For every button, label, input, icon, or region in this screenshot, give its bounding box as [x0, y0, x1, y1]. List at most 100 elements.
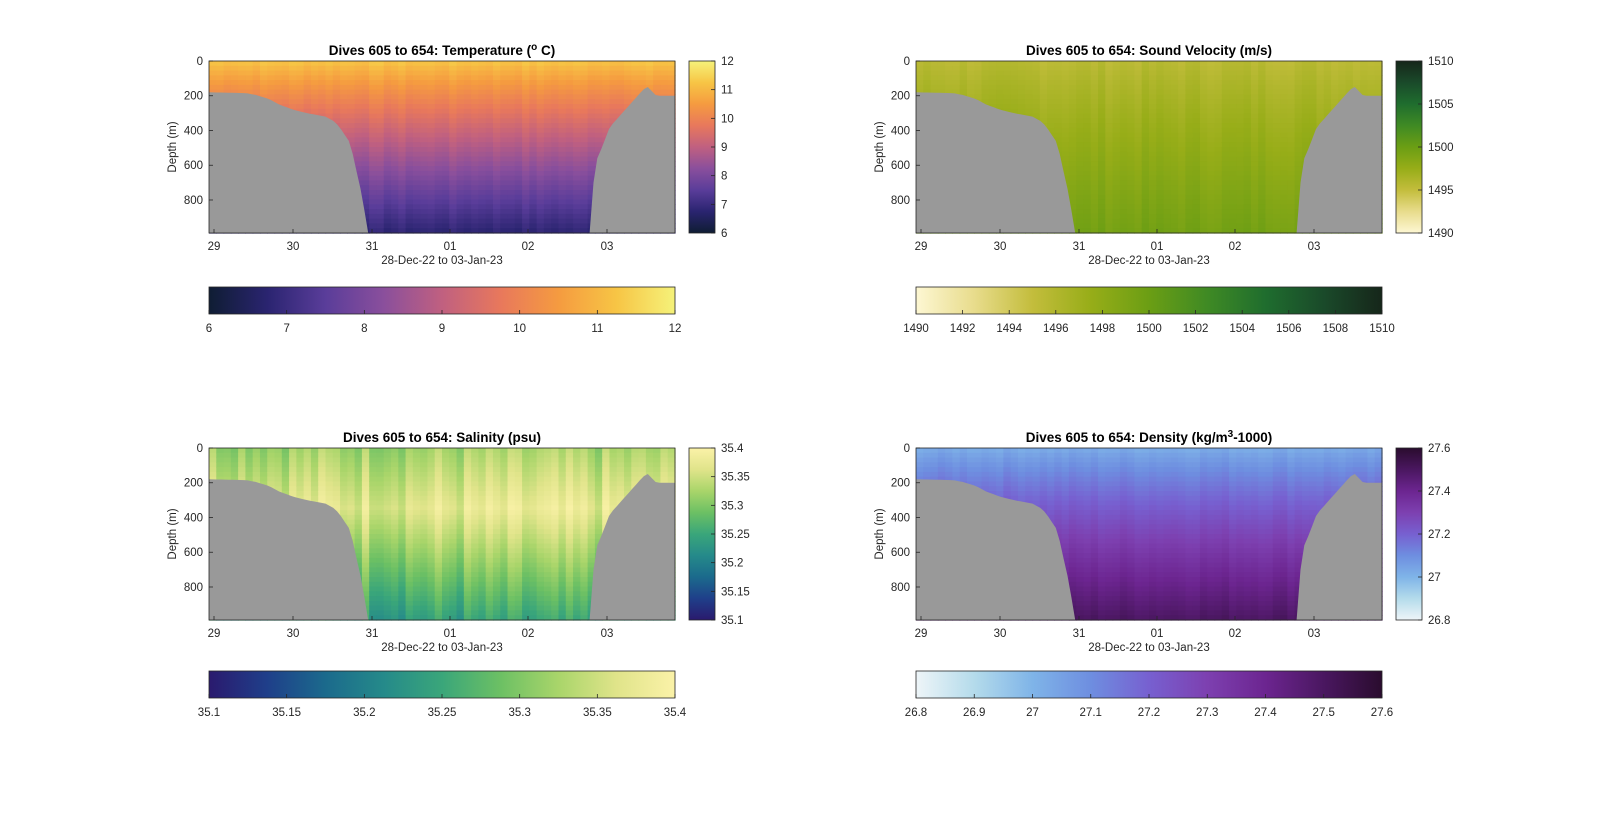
- heatmap-cell: [1105, 180, 1114, 186]
- heatmap-cell: [1192, 142, 1201, 148]
- heatmap-cell: [1280, 127, 1288, 134]
- heatmap-cell: [565, 75, 574, 81]
- heatmap-cell: [420, 156, 429, 162]
- heatmap-cell: [1214, 218, 1223, 225]
- heatmap-cell: [558, 99, 567, 105]
- heatmap-cell: [587, 75, 596, 81]
- heatmap-cell: [492, 94, 501, 100]
- heatmap-cell: [529, 137, 538, 143]
- heatmap-cell: [1185, 223, 1194, 229]
- heatmap-cell: [1170, 123, 1179, 129]
- heatmap-cell: [1105, 147, 1114, 153]
- heatmap-cell: [216, 462, 225, 468]
- heatmap-cell: [1149, 166, 1157, 172]
- heatmap-cell: [1214, 104, 1223, 110]
- heatmap-cell: [412, 65, 421, 72]
- heatmap-cell: [1076, 151, 1085, 158]
- heatmap-cell: [1207, 104, 1216, 110]
- heatmap-cell: [1360, 70, 1369, 76]
- heatmap-cell: [427, 204, 436, 210]
- heatmap-cell: [485, 65, 494, 72]
- heatmap-cell: [1076, 89, 1085, 96]
- heatmap-cell: [376, 156, 385, 162]
- heatmap-cell: [529, 161, 538, 167]
- heatmap-cell: [1134, 199, 1143, 205]
- heatmap-cell: [543, 228, 552, 234]
- heatmap-cell: [1294, 99, 1303, 105]
- heatmap-cell: [398, 166, 407, 172]
- heatmap-cell: [1250, 75, 1259, 81]
- heatmap-cell: [456, 108, 465, 115]
- heatmap-cell: [1265, 170, 1274, 177]
- heatmap-cell: [594, 70, 603, 76]
- heatmap-cell: [398, 147, 407, 153]
- heatmap-cell: [478, 180, 487, 186]
- heatmap-cell: [471, 170, 480, 177]
- heatmap-cell: [376, 132, 385, 139]
- heatmap-cell: [1199, 65, 1208, 72]
- heatmap-cell: [1112, 108, 1121, 115]
- heatmap-cell: [1199, 180, 1208, 186]
- heatmap-cell: [398, 204, 407, 210]
- heatmap-cell: [1294, 194, 1303, 201]
- heatmap-cell: [1163, 180, 1172, 186]
- heatmap-cell: [1214, 194, 1223, 201]
- heatmap-cell: [1141, 127, 1150, 134]
- heatmap-cell: [543, 223, 552, 229]
- heatmap-cell: [1294, 80, 1303, 86]
- heatmap-cell: [427, 94, 436, 100]
- heatmap-cell: [996, 94, 1004, 100]
- heatmap-cell: [580, 209, 589, 215]
- heatmap-cell: [1280, 147, 1288, 153]
- heatmap-cell: [1360, 84, 1369, 91]
- heatmap-cell: [1229, 137, 1237, 143]
- heatmap-cell: [1265, 190, 1274, 196]
- heatmap-cell: [463, 61, 472, 67]
- heatmap-cell: [391, 108, 399, 115]
- heatmap-cell: [376, 70, 385, 76]
- heatmap-cell: [945, 75, 954, 81]
- x-tick-label: 01: [1151, 241, 1164, 253]
- heatmap-cell: [1068, 113, 1077, 119]
- heatmap-cell: [667, 84, 676, 91]
- heatmap-cell: [1068, 84, 1077, 91]
- heatmap-cell: [1221, 132, 1230, 139]
- heatmap-cell: [1229, 75, 1237, 81]
- heatmap-cell: [1141, 228, 1150, 234]
- heatmap-cell: [1309, 99, 1318, 105]
- heatmap-cell: [420, 209, 429, 215]
- heatmap-cell: [587, 175, 596, 182]
- heatmap-cell: [587, 142, 596, 148]
- heatmap-cell: [478, 147, 487, 153]
- heatmap-cell: [565, 84, 574, 91]
- heatmap-cell: [1258, 151, 1267, 158]
- heatmap-cell: [1294, 142, 1303, 148]
- heatmap-cell: [238, 452, 247, 459]
- heatmap-cell: [398, 151, 407, 158]
- heatmap-cell: [1287, 65, 1296, 72]
- heatmap-cell: [1068, 161, 1077, 167]
- heatmap-cell: [369, 204, 378, 210]
- heatmap-cell: [1207, 94, 1216, 100]
- heatmap-cell: [1163, 161, 1172, 167]
- heatmap-cell: [471, 223, 480, 229]
- heatmap-cell: [952, 70, 961, 76]
- heatmap-cell: [471, 75, 480, 81]
- heatmap-cell: [1149, 209, 1157, 215]
- heatmap-cell: [952, 75, 961, 81]
- heatmap-cell: [369, 166, 378, 172]
- heatmap-cell: [405, 99, 414, 105]
- heatmap-cell: [1221, 127, 1230, 134]
- heatmap-cell: [1352, 80, 1361, 86]
- heatmap-cell: [1003, 84, 1012, 91]
- heatmap-cell: [1119, 213, 1128, 220]
- heatmap-cell: [442, 89, 450, 96]
- heatmap-cell: [412, 194, 421, 201]
- heatmap-cell: [492, 194, 501, 201]
- heatmap-cell: [1010, 70, 1019, 76]
- heatmap-cell: [471, 156, 480, 162]
- heatmap-cell: [471, 132, 480, 139]
- heatmap-cell: [558, 132, 567, 139]
- heatmap-cell: [616, 80, 625, 86]
- heatmap-cell: [1170, 75, 1179, 81]
